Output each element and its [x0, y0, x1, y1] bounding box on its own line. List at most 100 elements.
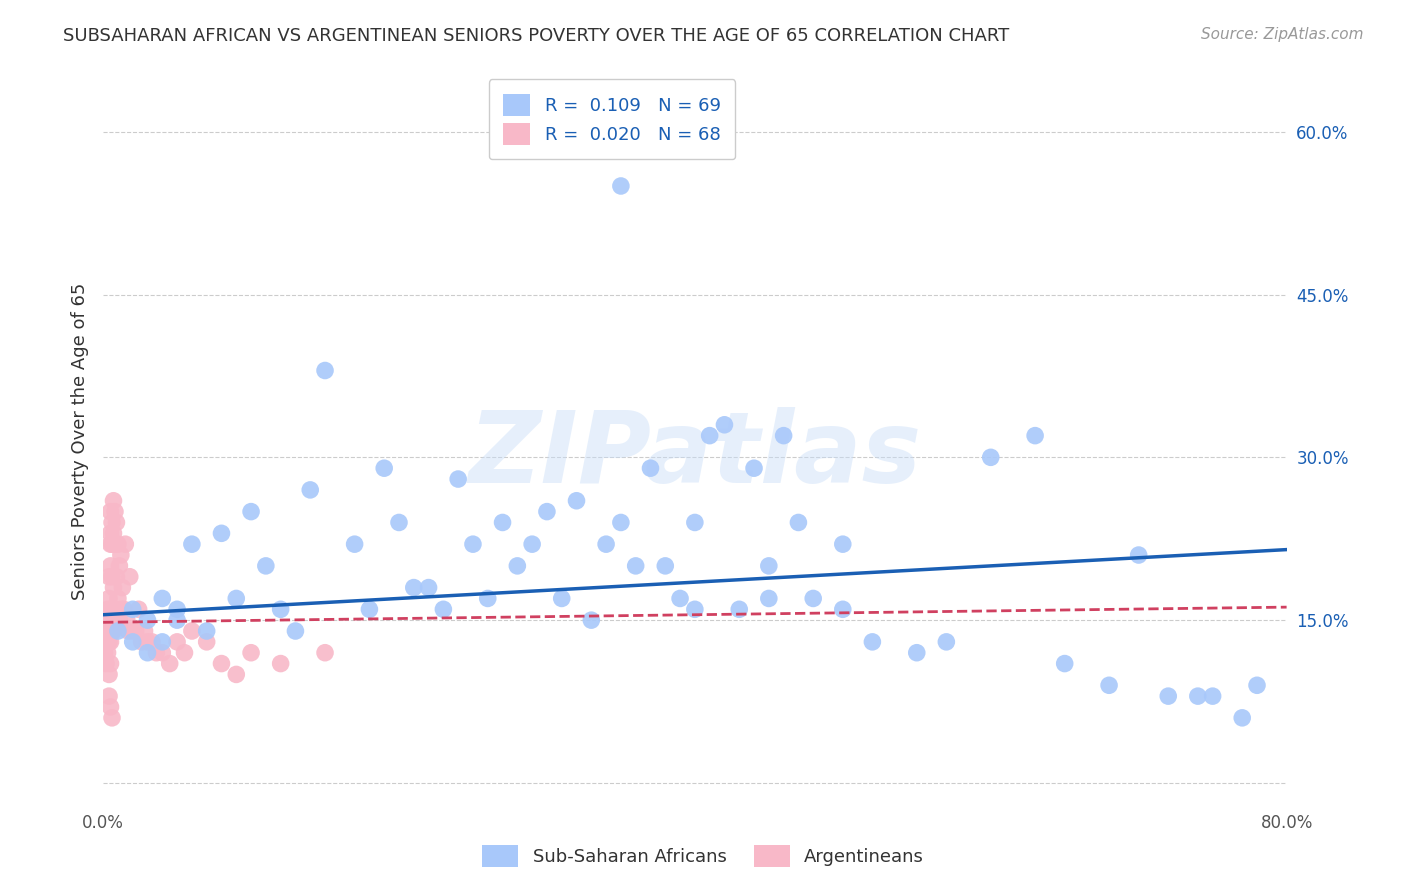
Point [105, 570, 128, 584]
Point [101, 537, 124, 551]
Point [136, 613, 159, 627]
Point [150, 635, 173, 649]
Point [581, 613, 603, 627]
Point [1232, 711, 1254, 725]
Point [101, 516, 124, 530]
Point [103, 624, 125, 638]
Point [195, 624, 218, 638]
Point [388, 516, 411, 530]
Legend: Sub-Saharan Africans, Argentineans: Sub-Saharan Africans, Argentineans [475, 838, 931, 874]
Point [111, 581, 134, 595]
Point [373, 461, 395, 475]
Point [831, 537, 853, 551]
Point [104, 537, 127, 551]
Point [121, 602, 143, 616]
Point [211, 526, 233, 541]
Point [117, 624, 139, 638]
Point [491, 516, 513, 530]
Point [520, 537, 543, 551]
Point [103, 493, 125, 508]
Point [935, 635, 957, 649]
Point [136, 646, 159, 660]
Point [101, 570, 124, 584]
Point [108, 558, 131, 573]
Point [314, 363, 336, 377]
Point [100, 700, 122, 714]
Point [240, 646, 263, 660]
Point [595, 537, 617, 551]
Point [1098, 678, 1121, 692]
Point [536, 505, 558, 519]
Point [610, 516, 633, 530]
Point [299, 483, 322, 497]
Point [94, 635, 117, 649]
Point [121, 635, 143, 649]
Point [98, 689, 121, 703]
Point [551, 591, 574, 606]
Point [104, 505, 127, 519]
Point [831, 602, 853, 616]
Point [98, 591, 121, 606]
Point [211, 657, 233, 671]
Point [100, 657, 122, 671]
Point [105, 516, 128, 530]
Point [103, 581, 125, 595]
Point [110, 548, 132, 562]
Point [110, 602, 132, 616]
Point [1053, 657, 1076, 671]
Point [624, 558, 647, 573]
Point [136, 635, 159, 649]
Point [101, 602, 124, 616]
Point [640, 461, 662, 475]
Point [314, 646, 336, 660]
Point [654, 558, 676, 573]
Point [1246, 678, 1268, 692]
Point [860, 635, 883, 649]
Point [107, 537, 129, 551]
Point [284, 624, 307, 638]
Point [173, 646, 195, 660]
Point [107, 624, 129, 638]
Point [94, 657, 117, 671]
Point [742, 461, 765, 475]
Point [477, 591, 499, 606]
Point [128, 602, 150, 616]
Point [108, 613, 131, 627]
Legend: R =  0.109   N = 69, R =  0.020   N = 68: R = 0.109 N = 69, R = 0.020 N = 68 [489, 79, 735, 160]
Point [166, 635, 188, 649]
Point [270, 657, 292, 671]
Point [683, 516, 706, 530]
Point [758, 558, 780, 573]
Point [669, 591, 692, 606]
Point [166, 613, 188, 627]
Point [254, 558, 277, 573]
Point [180, 537, 202, 551]
Point [134, 624, 156, 638]
Point [418, 581, 440, 595]
Point [121, 624, 143, 638]
Point [728, 602, 751, 616]
Point [97, 646, 120, 660]
Point [461, 537, 484, 551]
Point [225, 667, 247, 681]
Text: SUBSAHARAN AFRICAN VS ARGENTINEAN SENIORS POVERTY OVER THE AGE OF 65 CORRELATION: SUBSAHARAN AFRICAN VS ARGENTINEAN SENIOR… [63, 27, 1010, 45]
Point [131, 635, 153, 649]
Point [97, 613, 120, 627]
Point [100, 505, 122, 519]
Point [772, 428, 794, 442]
Point [801, 591, 824, 606]
Point [98, 667, 121, 681]
Point [195, 635, 218, 649]
Point [447, 472, 470, 486]
Point [118, 570, 141, 584]
Point [100, 613, 122, 627]
Point [506, 558, 529, 573]
Point [100, 602, 122, 616]
Point [100, 558, 122, 573]
Point [150, 591, 173, 606]
Point [145, 646, 167, 660]
Point [565, 493, 588, 508]
Point [100, 526, 122, 541]
Point [98, 635, 121, 649]
Point [112, 602, 135, 616]
